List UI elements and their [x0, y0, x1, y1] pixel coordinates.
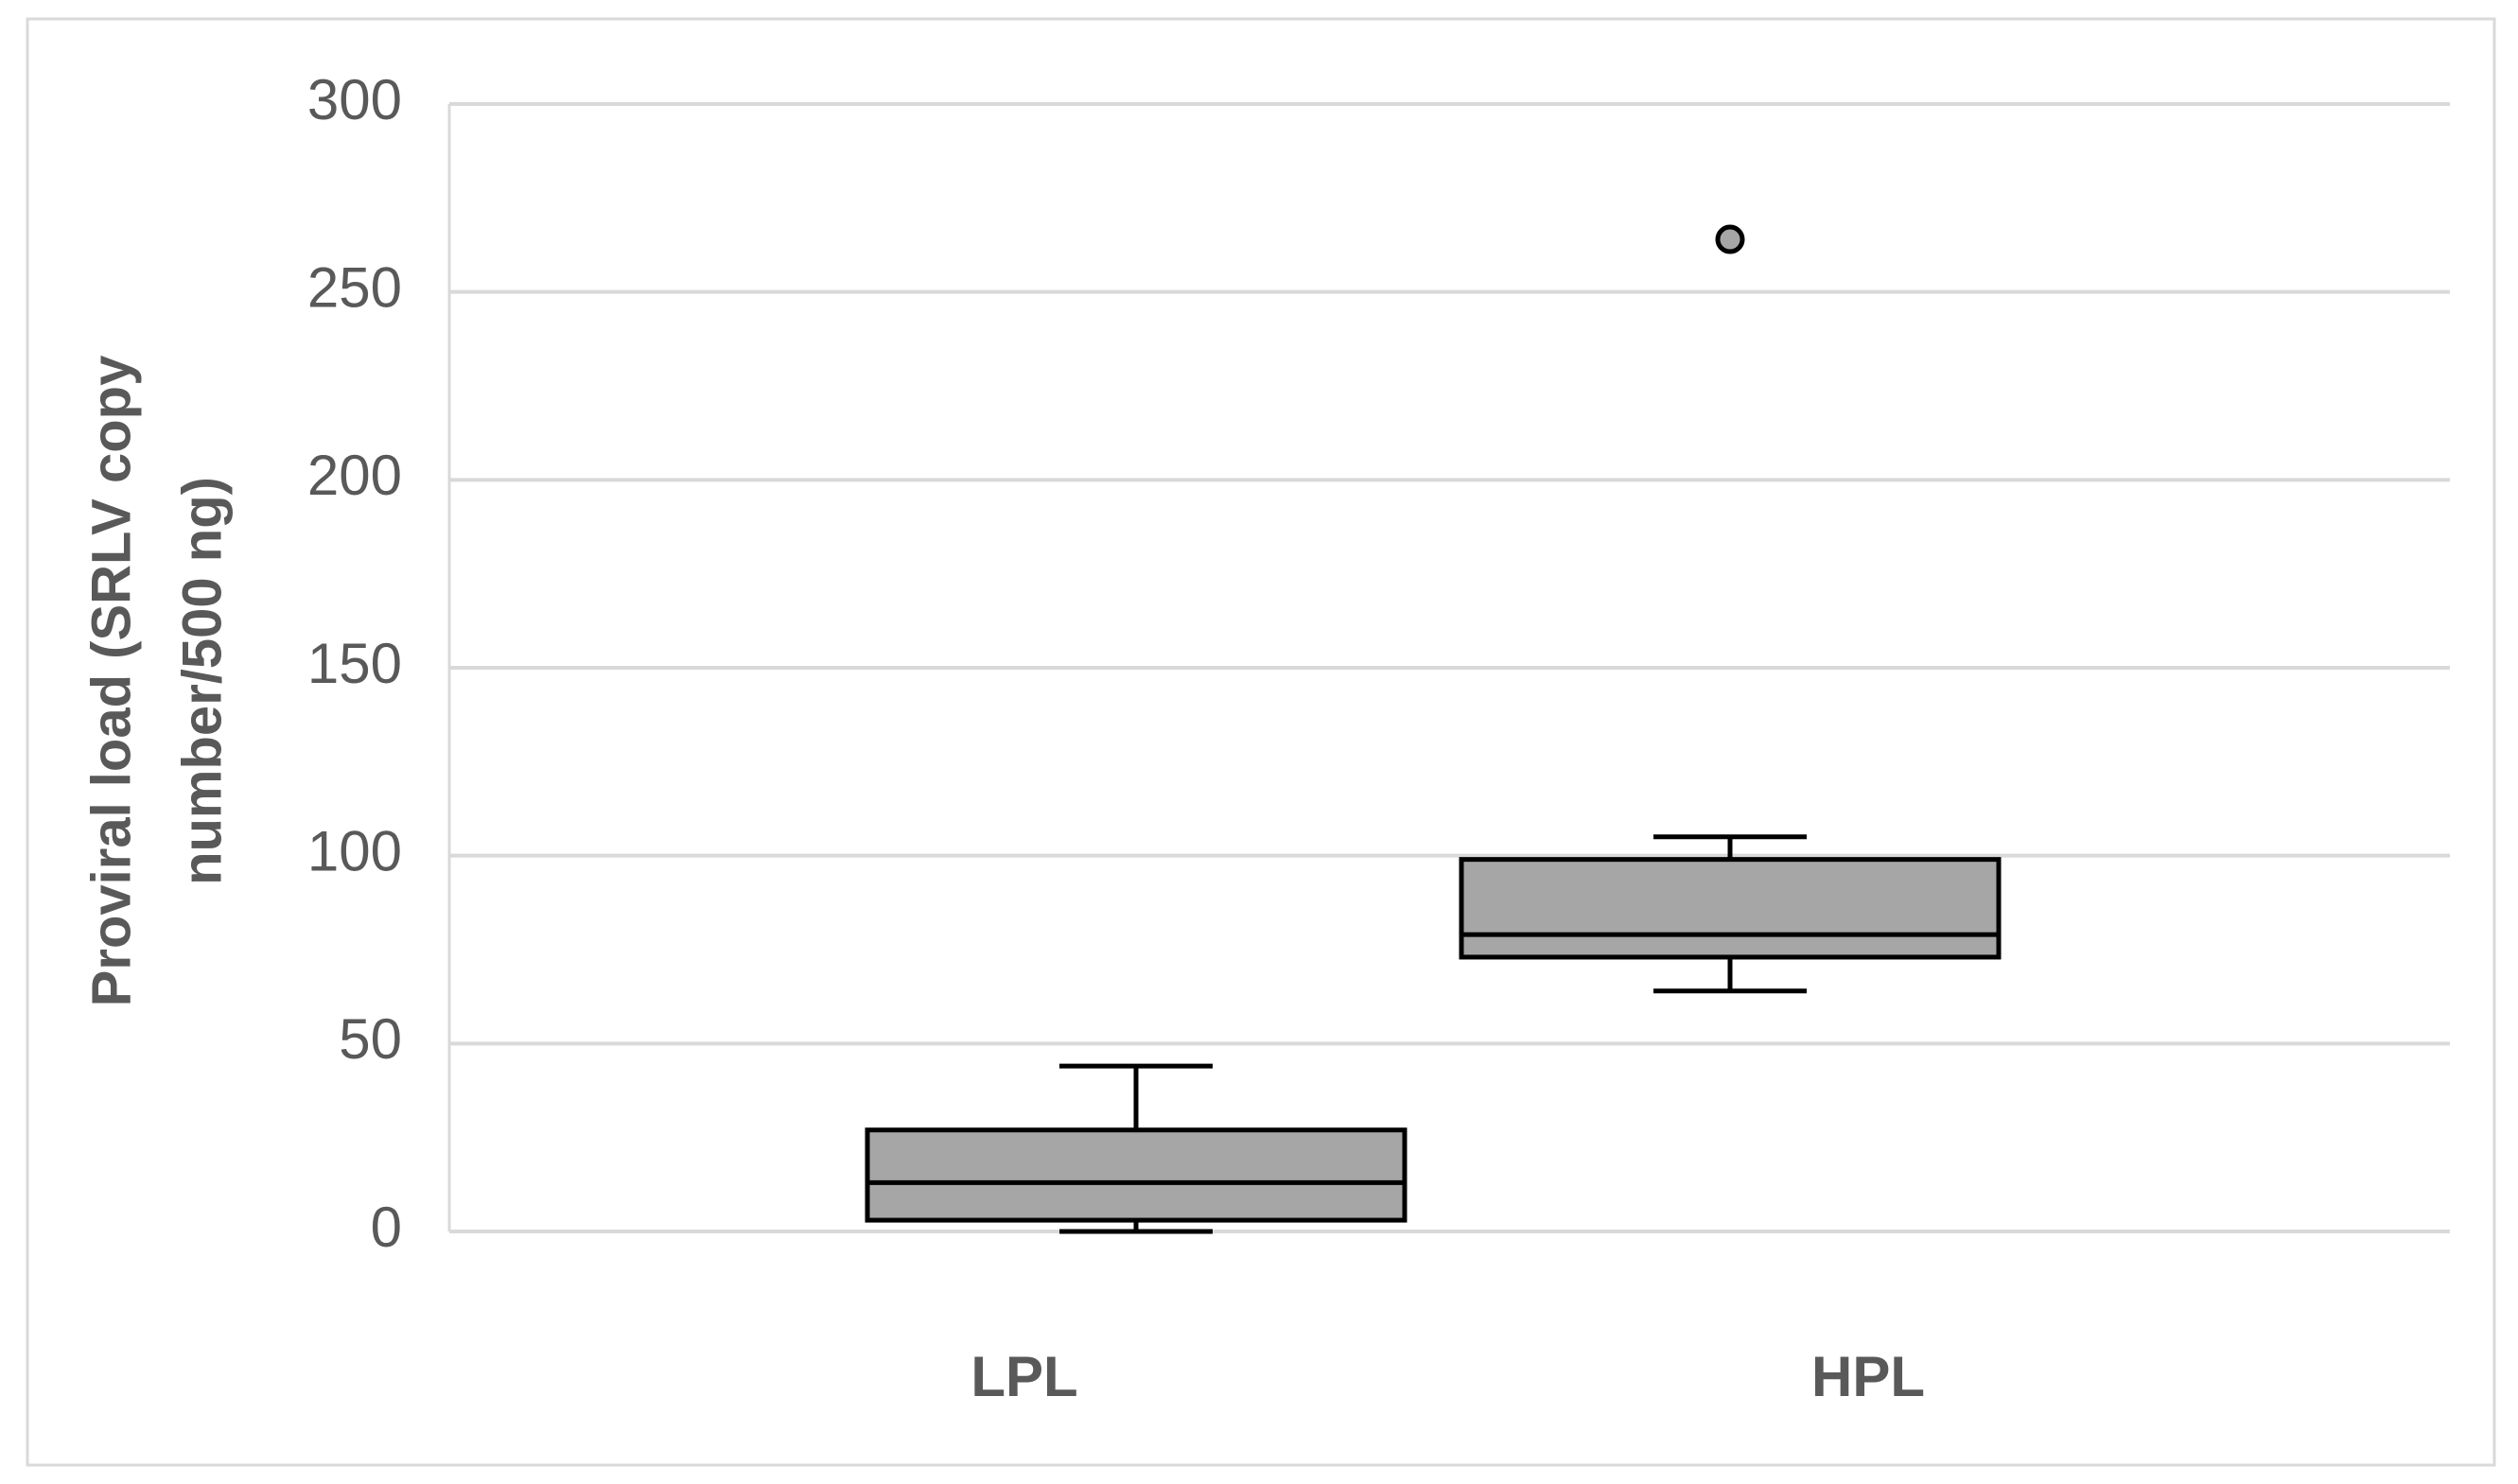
x-tick-label: HPL [1811, 1345, 1925, 1408]
x-tick-label: LPL [970, 1345, 1077, 1408]
y-tick-label: 200 [307, 444, 402, 507]
y-tick-label: 150 [307, 632, 402, 695]
y-tick-label: 250 [307, 256, 402, 320]
y-axis-label-line: number/500 ng) [171, 477, 233, 885]
chart-frame [26, 17, 2496, 1467]
y-tick-label: 50 [339, 1007, 402, 1071]
y-tick-label: 300 [307, 68, 402, 131]
y-tick-label: 0 [371, 1196, 402, 1259]
box [1459, 857, 2002, 960]
box [865, 1127, 1408, 1223]
outlier [1715, 224, 1745, 254]
y-axis-label: Proviral load (SRLV copy number/500 ng) [80, 356, 233, 1007]
y-tick-label: 100 [307, 820, 402, 883]
y-axis-label-line: Proviral load (SRLV copy [80, 356, 142, 1007]
